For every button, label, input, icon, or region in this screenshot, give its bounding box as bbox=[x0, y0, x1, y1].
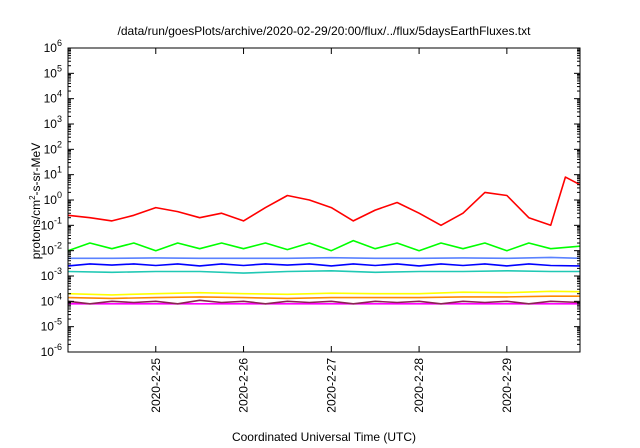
plot-frame bbox=[67, 47, 581, 353]
y-tick-exp-4: -2 bbox=[54, 241, 62, 251]
x-tick-label-3: 2020-2-28 bbox=[412, 358, 426, 413]
y-tick-base-8: 10 bbox=[44, 142, 58, 156]
y-tick-label-9: 103 bbox=[44, 114, 62, 131]
series-line-7 bbox=[67, 239, 581, 252]
x-tick-label-1: 2020-2-26 bbox=[237, 358, 251, 413]
x-axis-label: Coordinated Universal Time (UTC) bbox=[232, 430, 416, 444]
y-tick-label-0: 10-6 bbox=[41, 342, 62, 359]
x-tick-label-4: 2020-2-29 bbox=[500, 358, 514, 413]
y-tick-base-6: 10 bbox=[44, 193, 58, 207]
y-tick-label-3: 10-3 bbox=[41, 266, 62, 283]
y-tick-base-5: 10 bbox=[41, 218, 55, 232]
y-tick-exp-10: 4 bbox=[57, 89, 62, 99]
x-tick-label-0: 2020-2-25 bbox=[149, 358, 163, 413]
y-tick-base-2: 10 bbox=[41, 294, 55, 308]
y-tick-label-7: 101 bbox=[44, 165, 62, 182]
series-line-6 bbox=[68, 256, 581, 260]
y-tick-exp-3: -3 bbox=[54, 266, 62, 276]
y-tick-label-1: 10-5 bbox=[41, 317, 62, 334]
series-line-2 bbox=[67, 295, 580, 300]
series-line-8 bbox=[67, 176, 581, 227]
y-tick-label-2: 10-4 bbox=[41, 291, 62, 308]
series-layer bbox=[67, 176, 581, 305]
y-tick-base-0: 10 bbox=[41, 345, 55, 359]
series-line-4 bbox=[67, 269, 580, 274]
y-tick-base-10: 10 bbox=[44, 92, 58, 106]
y-tick-label-8: 102 bbox=[44, 139, 62, 156]
y-tick-exp-0: -6 bbox=[54, 342, 62, 352]
y-tick-base-1: 10 bbox=[41, 320, 55, 334]
y-tick-base-9: 10 bbox=[44, 117, 58, 131]
y-tick-base-7: 10 bbox=[44, 168, 58, 182]
y-tick-label-10: 104 bbox=[44, 89, 62, 106]
y-tick-label-12: 106 bbox=[44, 38, 62, 55]
series-line-3 bbox=[67, 299, 581, 305]
y-tick-base-12: 10 bbox=[44, 41, 58, 55]
series-line-5 bbox=[67, 263, 581, 267]
series-line-1 bbox=[67, 290, 581, 296]
y-tick-label-6: 100 bbox=[44, 190, 62, 207]
y-tick-label-11: 105 bbox=[44, 63, 62, 80]
y-tick-exp-11: 5 bbox=[57, 63, 62, 73]
y-tick-exp-7: 1 bbox=[57, 165, 62, 175]
y-axis-label: protons/cm2-s-sr-MeV bbox=[28, 143, 43, 259]
y-tick-exp-6: 0 bbox=[57, 190, 62, 200]
y-tick-label-4: 10-2 bbox=[41, 241, 62, 258]
x-tick-label-2: 2020-2-27 bbox=[324, 358, 338, 413]
y-axis-label-prefix: protons/cm bbox=[29, 200, 43, 259]
y-tick-label-5: 10-1 bbox=[41, 215, 62, 232]
y-tick-base-3: 10 bbox=[41, 269, 55, 283]
y-tick-exp-1: -5 bbox=[54, 317, 62, 327]
y-tick-exp-2: -4 bbox=[54, 291, 62, 301]
y-tick-exp-12: 6 bbox=[57, 38, 62, 48]
x-axis-ticks: 2020-2-25 2020-2-26 2020-2-27 2020-2-28 2020… bbox=[149, 48, 514, 413]
chart-title: /data/run/goesPlots/archive/2020-02-29/2… bbox=[118, 24, 532, 38]
y-tick-exp-9: 3 bbox=[57, 114, 62, 124]
y-axis-label-sup: 2 bbox=[28, 195, 37, 200]
y-tick-exp-8: 2 bbox=[57, 139, 62, 149]
y-axis-label-suffix: -s-sr-MeV bbox=[29, 143, 43, 196]
y-tick-base-4: 10 bbox=[41, 244, 55, 258]
y-tick-exp-5: -1 bbox=[54, 215, 62, 225]
y-tick-base-11: 10 bbox=[44, 66, 58, 80]
y-axis-ticks: 10-610-510-410-310-210-11001011021031041… bbox=[41, 38, 580, 359]
